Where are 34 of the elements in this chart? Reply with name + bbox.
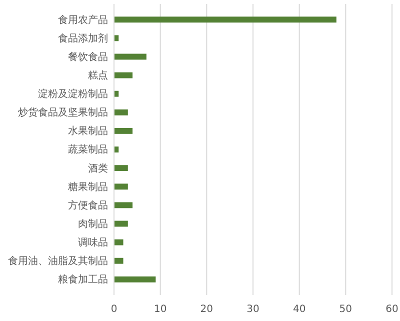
y-tick-label: 粮食加工品 (58, 274, 108, 286)
bar (114, 165, 128, 172)
y-tick-label: 糖果制品 (68, 180, 108, 193)
bar (114, 16, 336, 23)
x-tick-label: 0 (110, 304, 118, 316)
y-tick-label: 食用油、油脂及其制品 (8, 255, 108, 268)
bar (114, 202, 133, 208)
y-tick-label: 食用农产品 (58, 14, 108, 26)
x-tick-label: 30 (246, 304, 260, 316)
y-tick-label: 水果制品 (68, 125, 108, 138)
y-tick-label: 方便食品 (68, 199, 108, 212)
y-tick-label: 糕点 (88, 69, 108, 82)
x-tick-label: 50 (339, 304, 352, 316)
x-tick-label: 60 (386, 304, 398, 316)
bar (114, 258, 124, 264)
bar (114, 109, 128, 116)
y-tick-label: 炒货食品及坚果制品 (18, 106, 108, 119)
bar (114, 220, 128, 227)
x-tick-label: 10 (154, 304, 167, 316)
bar (114, 128, 133, 134)
bar (114, 54, 146, 60)
x-tick-label: 20 (200, 304, 214, 316)
y-tick-label: 食品添加剂 (58, 32, 108, 44)
bar (114, 276, 156, 282)
y-tick-label: 肉制品 (78, 218, 108, 230)
y-tick-label: 酒类 (88, 162, 108, 174)
y-tick-label: 蔬菜制品 (68, 144, 108, 156)
y-tick-label: 餐饮食品 (68, 50, 108, 63)
bar (114, 184, 128, 190)
bar (114, 72, 133, 78)
y-tick-label: 调味品 (78, 236, 108, 248)
x-tick-label: 40 (292, 304, 306, 316)
bar (114, 239, 124, 246)
y-tick-label: 淀粉及淀粉制品 (38, 88, 108, 100)
